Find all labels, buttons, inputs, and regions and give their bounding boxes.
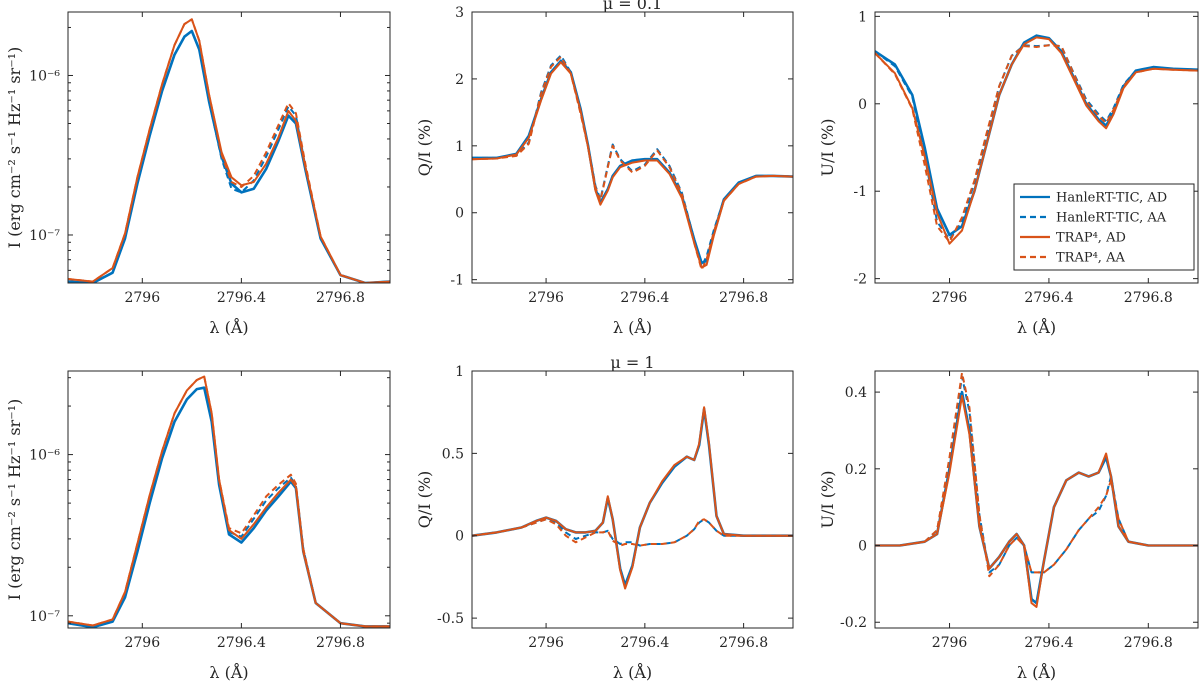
series-line-2 xyxy=(875,394,1198,608)
y-tick-label: 3 xyxy=(455,5,464,21)
series-line-2 xyxy=(68,375,390,628)
legend-label: TRAP⁴, AD xyxy=(1056,231,1126,246)
axes-box xyxy=(67,11,391,284)
x-axis-label: λ (Å) xyxy=(1017,317,1056,337)
y-tick-label: -1 xyxy=(450,273,464,289)
y-tick-label: -0.5 xyxy=(437,611,464,627)
panel-title: μ = 0.1 xyxy=(603,0,662,13)
y-tick-label: 0.2 xyxy=(845,462,867,478)
x-tick-label: 2796.4 xyxy=(1024,290,1073,306)
panel-Q_mu1: 2796 2796.4 2796.8 -0.5 0 0.5 1 λ (Å) Q/I (%) μ =… xyxy=(415,353,794,682)
y-axis-label: Q/I (%) xyxy=(415,119,434,177)
x-tick-label: 2796.8 xyxy=(719,635,768,651)
y-tick-label: 10⁻⁷ xyxy=(29,609,60,625)
panel-I_mu1: 2796 2796.4 2796.8 10⁻⁷ 10⁻⁶ λ (Å) I (erg cm⁻²… xyxy=(5,370,391,682)
series-group xyxy=(472,54,793,271)
panel-I_mu01: 2796 2796.4 2796.8 10⁻⁷ 10⁻⁶ λ (Å) I (erg cm⁻²… xyxy=(5,11,391,337)
panel-title: μ = 1 xyxy=(610,353,654,372)
y-axis-label: I (erg cm⁻² s⁻¹ Hz⁻¹ sr⁻¹) xyxy=(5,47,24,249)
y-tick-label: -1 xyxy=(853,184,867,200)
y-axis-label: U/I (%) xyxy=(818,471,837,529)
series-line-3 xyxy=(68,375,390,628)
axes-box xyxy=(67,370,391,629)
axes-box xyxy=(874,11,1199,284)
series-line-1 xyxy=(68,386,390,628)
series-line-2 xyxy=(68,18,390,283)
x-tick-label: 2796 xyxy=(124,635,160,651)
y-tick-label: 1 xyxy=(455,364,464,380)
x-tick-label: 2796.4 xyxy=(1024,635,1073,651)
series-line-0 xyxy=(68,386,390,628)
y-axis-label: U/I (%) xyxy=(818,119,837,177)
series-line-2 xyxy=(472,61,793,269)
x-tick-label: 2796 xyxy=(124,290,160,306)
series-group xyxy=(68,375,390,628)
legend-label: HanleRT-TIC, AA xyxy=(1056,211,1167,226)
series-group xyxy=(875,371,1198,608)
x-tick-label: 2796.8 xyxy=(1124,290,1173,306)
legend-label: TRAP⁴, AA xyxy=(1056,251,1125,266)
x-tick-label: 2796.4 xyxy=(217,290,266,306)
series-line-2 xyxy=(875,36,1198,245)
panel-U_mu01: 2796 2796.4 2796.8 -2 -1 0 1 λ (Å) U/I (%) xyxy=(818,9,1199,337)
y-tick-label: 0.4 xyxy=(845,385,867,401)
axes-box xyxy=(471,11,794,284)
series-line-0 xyxy=(472,407,793,587)
legend-label: HanleRT-TIC, AD xyxy=(1056,191,1167,206)
y-tick-label: 0 xyxy=(858,539,867,555)
y-tick-label: 10⁻⁷ xyxy=(29,228,60,244)
axes-box xyxy=(874,370,1199,629)
series-line-3 xyxy=(875,371,1198,578)
x-tick-label: 2796.4 xyxy=(620,635,669,651)
y-tick-label: 2 xyxy=(455,72,464,88)
series-line-1 xyxy=(68,30,390,283)
y-tick-label: 10⁻⁶ xyxy=(29,68,60,84)
x-tick-label: 2796.8 xyxy=(719,290,768,306)
series-line-3 xyxy=(875,44,1198,243)
series-line-3 xyxy=(472,518,793,547)
axes-box xyxy=(471,370,794,629)
x-tick-label: 2796.4 xyxy=(620,290,669,306)
y-tick-label: 0 xyxy=(455,206,464,222)
y-tick-label: 1 xyxy=(858,9,867,25)
y-tick-label: 10⁻⁶ xyxy=(29,448,60,464)
x-axis-label: λ (Å) xyxy=(1017,662,1056,682)
series-group xyxy=(68,18,390,283)
x-axis-label: λ (Å) xyxy=(209,317,248,337)
x-tick-label: 2796.8 xyxy=(316,635,365,651)
series-group xyxy=(875,34,1198,245)
x-axis-label: λ (Å) xyxy=(613,317,652,337)
y-tick-label: -2 xyxy=(853,272,867,288)
x-tick-label: 2796 xyxy=(528,635,564,651)
x-tick-label: 2796 xyxy=(932,635,968,651)
x-axis-label: λ (Å) xyxy=(613,662,652,682)
y-tick-label: 0.5 xyxy=(442,446,464,462)
y-axis-label: I (erg cm⁻² s⁻¹ Hz⁻¹ sr⁻¹) xyxy=(5,399,24,601)
y-axis-label: Q/I (%) xyxy=(415,471,434,529)
y-tick-label: 0 xyxy=(858,97,867,113)
y-tick-label: 0 xyxy=(455,529,464,545)
y-tick-label: 1 xyxy=(455,139,464,155)
panel-Q_mu01: 2796 2796.4 2796.8 -1 0 1 2 3 λ (Å) Q/I (%) μ = 0.… xyxy=(415,0,794,337)
series-line-2 xyxy=(472,406,793,590)
series-line-3 xyxy=(472,55,793,271)
legend-box xyxy=(1013,183,1195,271)
y-tick-label: -0.2 xyxy=(840,615,867,631)
panel-U_mu1: 2796 2796.4 2796.8 -0.2 0 0.2 0.4 λ (Å) U/I (%) xyxy=(818,370,1199,682)
series-line-0 xyxy=(68,29,390,283)
x-axis-label: λ (Å) xyxy=(209,662,248,682)
legend: HanleRT-TIC, AD HanleRT-TIC, AA TRAP⁴, AD T… xyxy=(1013,183,1195,271)
series-line-1 xyxy=(472,518,793,547)
x-tick-label: 2796.8 xyxy=(316,290,365,306)
x-tick-label: 2796.8 xyxy=(1124,635,1173,651)
x-tick-label: 2796.4 xyxy=(217,635,266,651)
x-tick-label: 2796 xyxy=(528,290,564,306)
series-line-3 xyxy=(68,18,390,283)
series-group xyxy=(472,406,793,590)
x-tick-label: 2796 xyxy=(932,290,968,306)
